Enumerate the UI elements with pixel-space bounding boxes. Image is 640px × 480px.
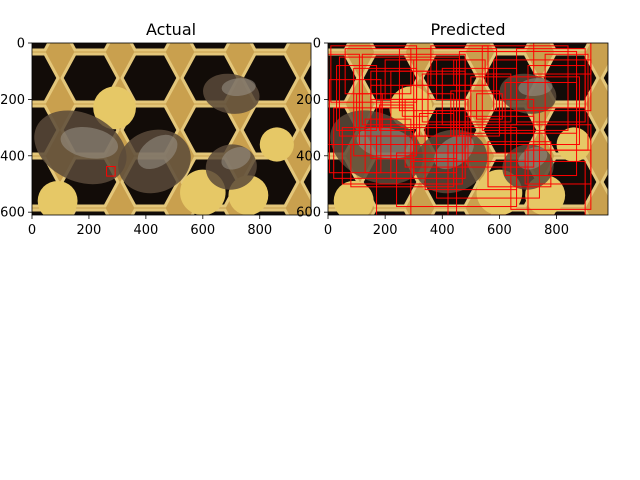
x-tick-label: 800: [544, 223, 569, 238]
actual-axes: 0 200 400 600 800 0 200 400 600: [0, 37, 312, 238]
bounding-box: [481, 45, 569, 131]
x-tick-label: 0: [324, 223, 332, 238]
y-tick-label: 600: [296, 206, 321, 221]
bounding-box: [364, 118, 412, 174]
bounding-box: [533, 43, 592, 75]
x-tick-label: 200: [373, 223, 398, 238]
bounding-box: [333, 107, 415, 179]
bounding-box: [527, 65, 586, 109]
predicted-panel-title: Predicted: [430, 20, 505, 39]
x-tick-label: 600: [190, 223, 215, 238]
bounding-box: [493, 59, 592, 112]
bee-wing: [60, 126, 119, 159]
bounding-box: [524, 149, 592, 185]
x-tick-label: 400: [430, 223, 455, 238]
x-tick-label: 0: [28, 223, 36, 238]
capped-cell: [93, 86, 136, 130]
bounding-box: [476, 93, 503, 120]
bounding-box: [498, 98, 535, 134]
bounding-box: [427, 93, 455, 137]
actual-boxes: [106, 166, 116, 177]
bounding-box: [106, 166, 116, 177]
predicted-panel: Predicted 0 200 400 600 800 0 200 400 600: [296, 20, 609, 238]
bounding-box: [356, 93, 383, 129]
actual-panel: Actual 0 200 400 600 800 0 200 400 600: [0, 20, 312, 238]
bounding-box: [436, 110, 540, 199]
bee-wing: [221, 78, 256, 97]
x-tick-label: 400: [133, 223, 158, 238]
bounding-box: [328, 79, 382, 174]
bounding-box: [376, 135, 458, 215]
predicted-axes: 0 200 400 600 800 0 200 400 600: [296, 37, 609, 238]
capped-cell: [333, 180, 374, 215]
capped-cell: [37, 180, 78, 215]
y-tick-label: 600: [0, 206, 25, 221]
bounding-box: [328, 53, 360, 146]
x-tick-label: 600: [487, 223, 512, 238]
predicted-boxes: [328, 43, 592, 215]
y-tick-label: 200: [0, 93, 25, 108]
actual-image: [32, 43, 311, 215]
bounding-box: [487, 141, 552, 188]
bounding-box: [424, 127, 518, 191]
bounding-box: [336, 65, 378, 131]
axes-frame: [327, 42, 609, 216]
y-tick-label: 400: [296, 149, 321, 164]
bounding-box: [378, 104, 415, 131]
y-tick-label: 0: [17, 37, 25, 52]
bounding-box: [421, 73, 512, 123]
x-tick-label: 800: [247, 223, 272, 238]
bounding-box: [504, 81, 578, 177]
bounding-box: [350, 144, 455, 188]
actual-panel-title: Actual: [146, 20, 196, 39]
predicted-image: [328, 43, 608, 215]
x-tick-label: 200: [77, 223, 102, 238]
axes-frame: [31, 42, 312, 216]
bounding-box: [341, 127, 463, 185]
bounding-box: [453, 59, 486, 86]
bounding-box: [370, 70, 429, 100]
y-tick-label: 200: [296, 93, 321, 108]
y-tick-label: 0: [313, 37, 321, 52]
capped-cell: [259, 127, 294, 162]
bee-wing: [137, 134, 178, 170]
bee-wing: [221, 146, 251, 170]
y-tick-label: 400: [0, 149, 25, 164]
